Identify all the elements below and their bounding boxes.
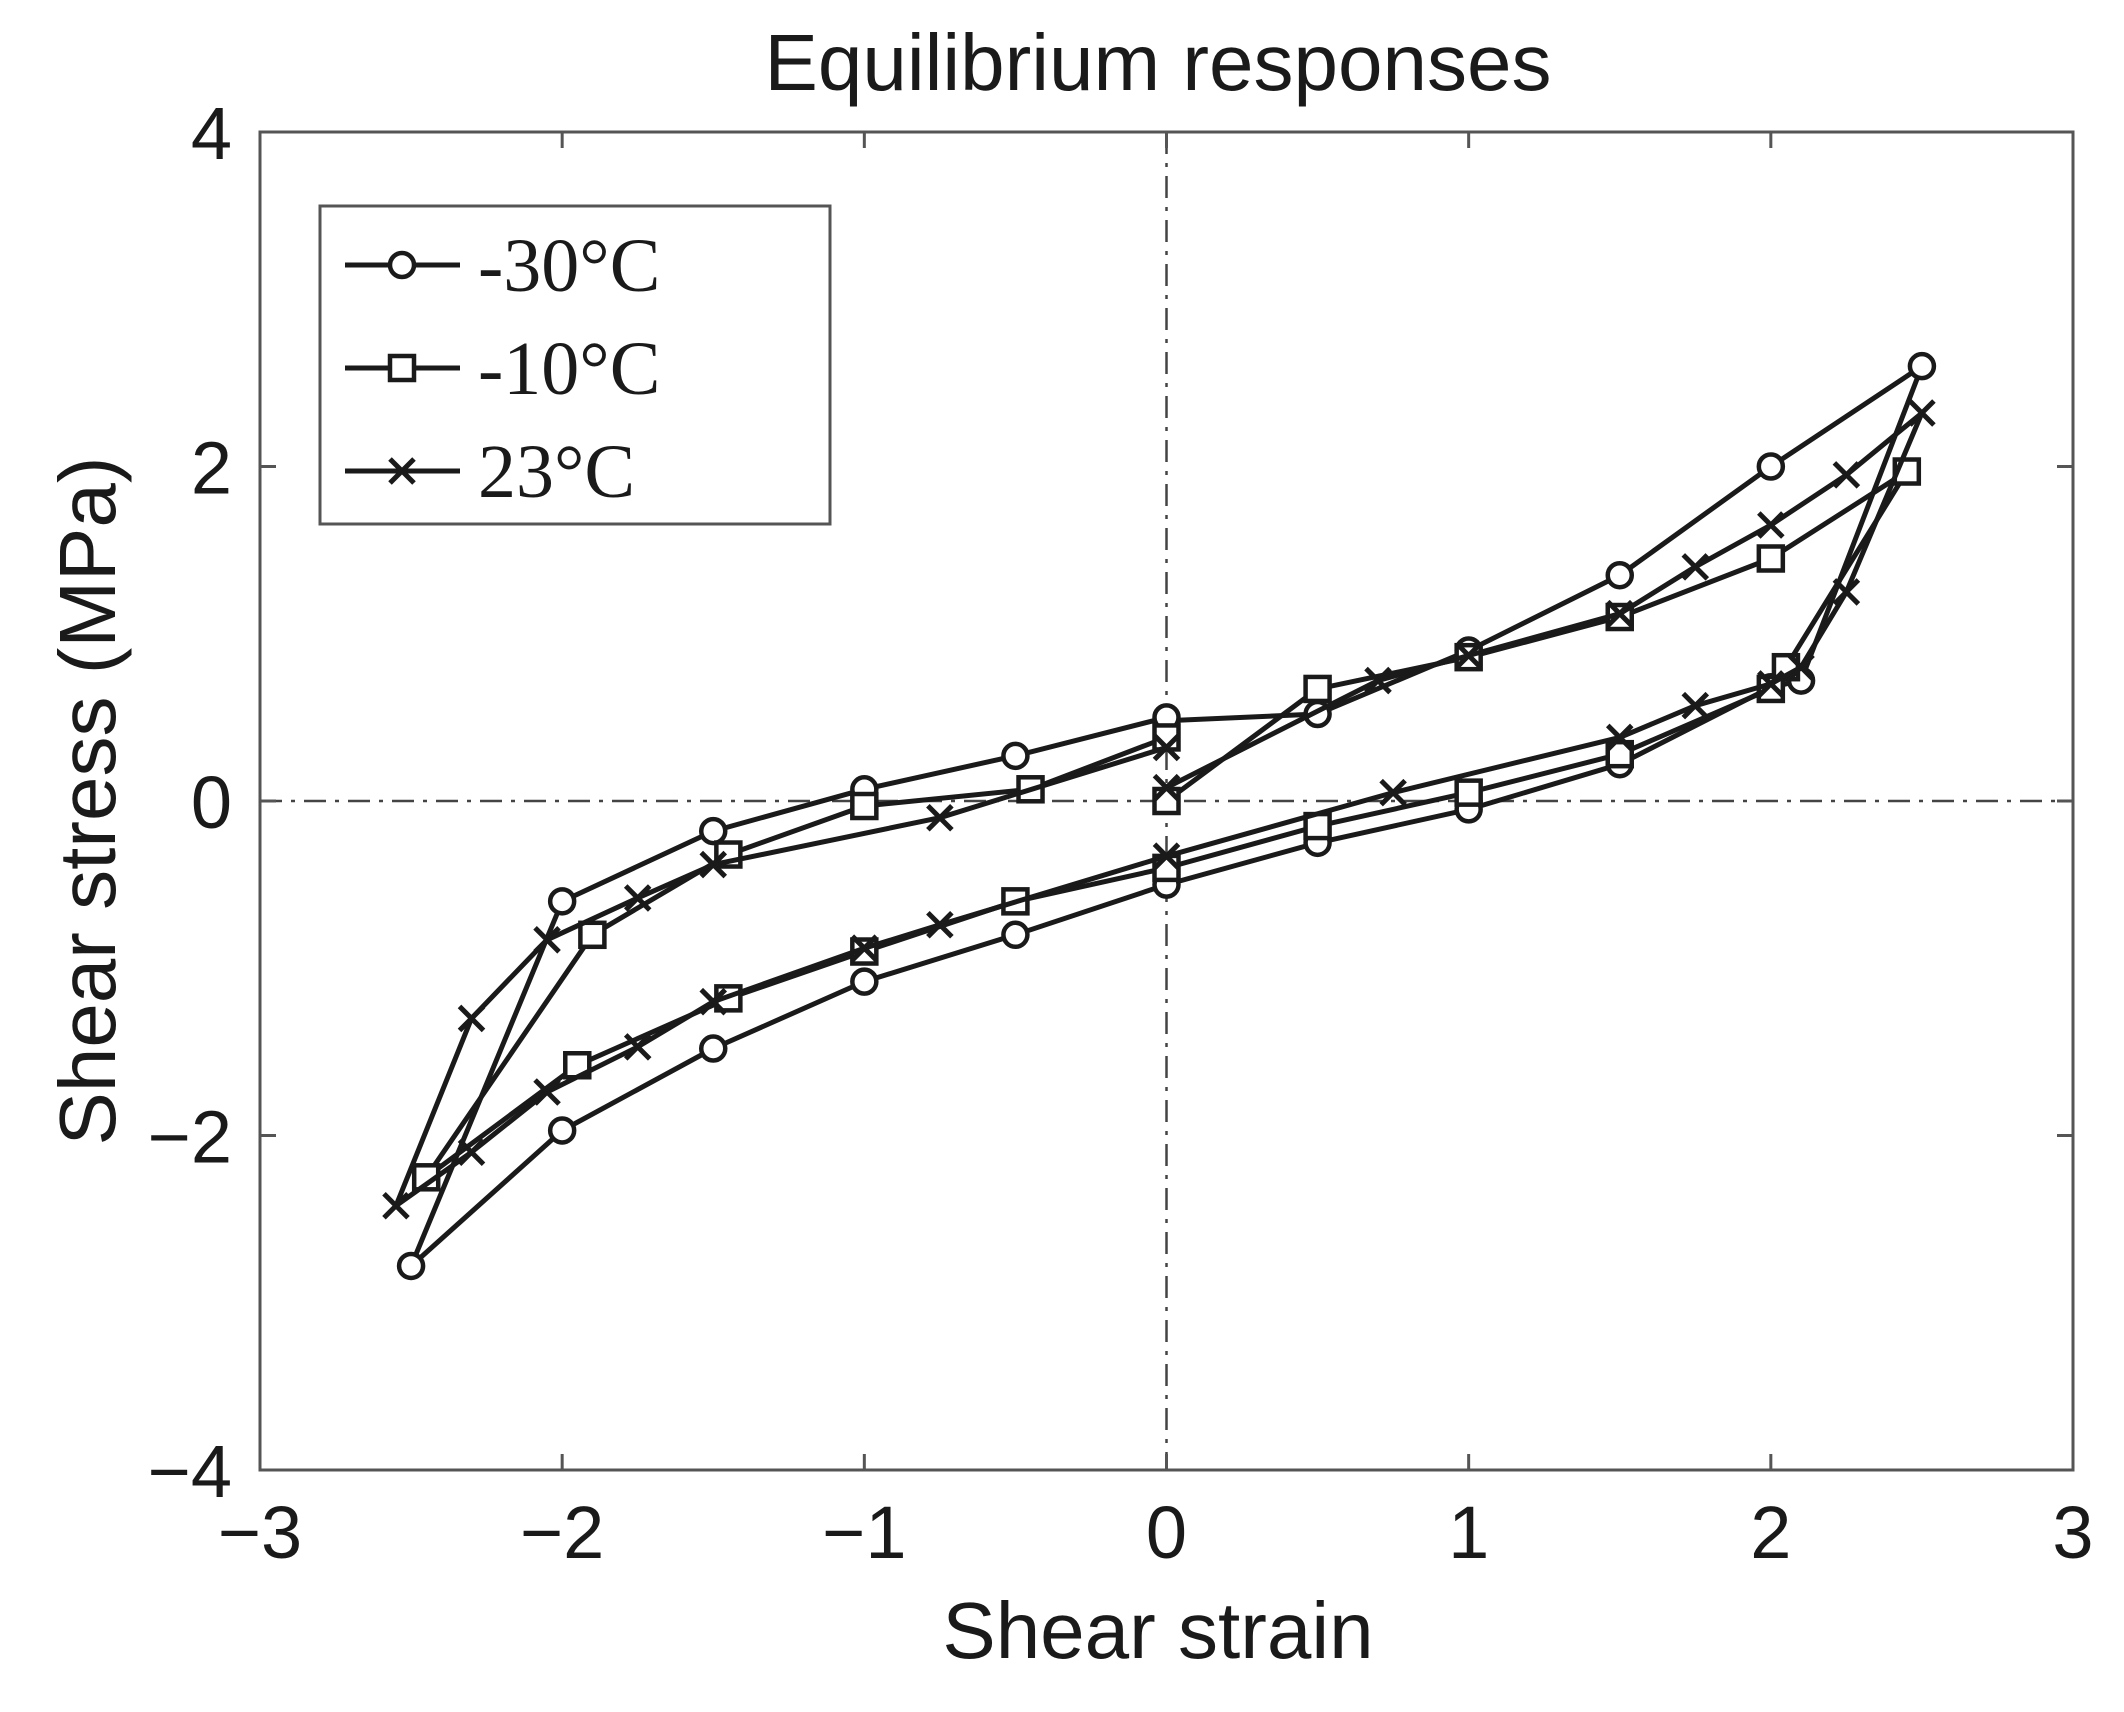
data-point	[699, 1034, 728, 1063]
data-point	[1681, 553, 1710, 581]
data-point	[1832, 461, 1861, 489]
data-point	[926, 803, 954, 832]
data-point	[699, 850, 728, 879]
legend-label: -10°C	[478, 327, 660, 411]
data-point	[1364, 666, 1392, 695]
data-point	[1379, 778, 1407, 807]
x-tick-label: 0	[1146, 1491, 1187, 1574]
x-tick-label: −1	[822, 1491, 906, 1574]
axis-tick-labels: −3 −2 −1 0 1 2 3 −4 −2 0 2 4	[148, 92, 2094, 1574]
y-tick-label: 2	[191, 427, 232, 510]
data-point	[699, 816, 728, 846]
legend-marker	[387, 353, 417, 383]
data-point	[699, 987, 728, 1016]
y-tick-label: 4	[191, 92, 232, 175]
series-2	[382, 399, 1936, 1220]
data-point	[1001, 741, 1030, 771]
data-point	[1908, 399, 1936, 427]
series-line	[393, 410, 1925, 1209]
series-layer	[382, 351, 1937, 1281]
data-point	[1152, 842, 1181, 870]
legend-marker	[388, 457, 416, 485]
legend: -30°C -10°C 23°C	[318, 204, 832, 526]
x-tick-label: 2	[1750, 1491, 1791, 1574]
data-point	[850, 791, 879, 821]
x-tick-label: −2	[520, 1491, 604, 1574]
data-point	[1756, 452, 1786, 481]
data-point	[1605, 723, 1634, 752]
data-point	[1832, 578, 1861, 606]
y-tick-label: 0	[191, 761, 232, 844]
data-point	[457, 1004, 486, 1033]
data-point	[578, 920, 607, 950]
data-point	[850, 967, 879, 996]
data-point	[926, 910, 954, 939]
x-tick-label: 1	[1448, 1491, 1489, 1574]
data-point	[1907, 351, 1937, 381]
data-point	[1787, 653, 1815, 681]
data-point	[547, 1116, 577, 1145]
legend-item: -30°C	[345, 224, 660, 308]
legend-item: 23°C	[345, 430, 635, 514]
data-point	[1605, 560, 1634, 590]
y-tick-label: −4	[148, 1430, 232, 1513]
data-point	[1757, 670, 1785, 698]
x-tick-label: 3	[2052, 1491, 2093, 1574]
data-point	[1605, 599, 1634, 628]
data-point	[1756, 544, 1786, 573]
x-tick-label: −3	[218, 1491, 302, 1574]
data-point	[382, 1191, 410, 1220]
data-point	[623, 884, 652, 912]
data-point	[1757, 511, 1785, 539]
series-line	[423, 469, 1910, 1180]
data-point	[1303, 674, 1332, 704]
legend-item: -10°C	[345, 327, 660, 411]
legend-label: -30°C	[478, 224, 660, 308]
data-point	[1152, 733, 1181, 762]
data-point	[396, 1251, 426, 1281]
series-line	[408, 363, 1925, 1269]
data-point	[533, 926, 561, 954]
data-point	[1454, 641, 1483, 670]
legend-marker	[387, 250, 417, 280]
legend-label: 23°C	[478, 430, 635, 514]
y-tick-label: −2	[148, 1096, 232, 1179]
data-point	[1454, 778, 1483, 807]
data-point	[533, 1078, 561, 1106]
data-point	[547, 887, 577, 916]
x-axis-label: Shear strain	[942, 1586, 1373, 1675]
data-point	[850, 934, 879, 962]
data-point	[1152, 773, 1181, 802]
y-axis-label: Shear stress (MPa)	[43, 456, 132, 1145]
axis-ticks	[258, 130, 2075, 1472]
chart-title: Equilibrium responses	[764, 18, 1551, 107]
data-point	[623, 1033, 652, 1061]
data-point	[1001, 920, 1030, 950]
data-point	[457, 1138, 486, 1166]
data-point	[1681, 691, 1710, 720]
